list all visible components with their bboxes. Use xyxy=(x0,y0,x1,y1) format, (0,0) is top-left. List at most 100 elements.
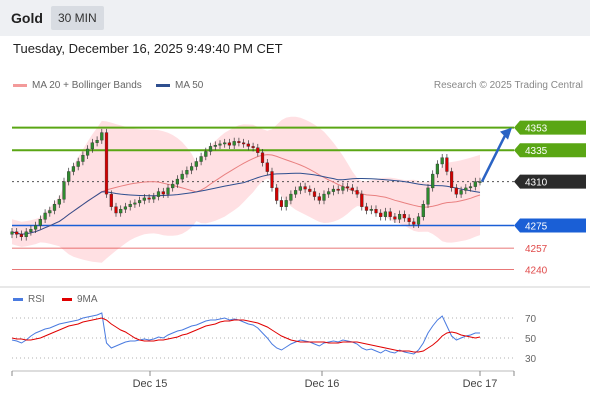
candle-body xyxy=(383,211,387,217)
candle xyxy=(360,190,364,211)
candle xyxy=(199,152,203,166)
candle xyxy=(128,200,132,211)
candle xyxy=(459,186,463,198)
candle-body xyxy=(199,156,203,162)
level-tag-4335: 4335 xyxy=(514,143,586,158)
candle-body xyxy=(67,171,71,182)
rsi-tick-70: 70 xyxy=(525,314,537,325)
candle-body xyxy=(421,203,425,217)
candle xyxy=(279,196,283,211)
candle-body xyxy=(189,166,194,171)
candle-body xyxy=(350,187,354,191)
candle-body xyxy=(38,218,42,226)
legend-ma20: MA 20 + Bollinger Bands xyxy=(13,80,142,91)
candle xyxy=(189,162,194,175)
candle xyxy=(435,160,439,178)
candle-body xyxy=(48,210,52,214)
candle xyxy=(194,157,198,171)
level-label-4335: 4335 xyxy=(525,146,548,157)
candle xyxy=(256,143,260,157)
candle xyxy=(421,200,425,221)
candle xyxy=(251,142,255,152)
candle xyxy=(336,185,340,195)
candle xyxy=(308,185,312,196)
candle-body xyxy=(237,141,241,143)
candle-body xyxy=(194,161,198,167)
candle xyxy=(204,147,208,161)
candle xyxy=(388,207,392,221)
candle-body xyxy=(454,187,458,195)
candle-body xyxy=(119,208,123,214)
ma50-line xyxy=(11,172,481,235)
level-label-4257: 4257 xyxy=(525,244,548,255)
bollinger-band xyxy=(12,116,480,263)
candle xyxy=(85,145,90,159)
legend-label-9ma: 9MA xyxy=(77,294,98,305)
candle-body xyxy=(289,193,293,201)
candle-body xyxy=(275,187,279,201)
candle-body xyxy=(123,206,127,210)
candle xyxy=(393,213,397,223)
candle-body xyxy=(180,173,184,180)
projection-arrow xyxy=(480,133,508,183)
candle-body xyxy=(137,200,142,204)
candle-body xyxy=(57,198,61,205)
candle xyxy=(398,210,402,223)
level-label-4310: 4310 xyxy=(525,178,548,189)
candle-body xyxy=(431,173,435,189)
level-tag-4275: 4275 xyxy=(514,218,586,233)
candle-body xyxy=(90,142,94,150)
candle-body xyxy=(260,152,265,163)
level-tag-4353: 4353 xyxy=(514,120,586,135)
candle-body xyxy=(223,142,227,145)
candle xyxy=(246,140,250,151)
candle-body xyxy=(81,154,85,162)
candle xyxy=(440,154,444,168)
candle-body xyxy=(71,166,75,172)
candle-body xyxy=(161,191,165,195)
candle xyxy=(284,196,288,211)
candle-body xyxy=(369,208,373,211)
candle xyxy=(237,137,241,147)
candle-body xyxy=(412,221,416,225)
candle-body xyxy=(398,213,402,220)
level-tag-4310: 4310 xyxy=(514,174,586,189)
timeframe-button[interactable]: 30 MIN xyxy=(51,6,104,30)
candle xyxy=(407,214,411,226)
candle-body xyxy=(265,162,269,172)
candle-body xyxy=(175,178,179,185)
candle-body xyxy=(407,217,411,222)
candle-body xyxy=(360,193,364,207)
candle xyxy=(454,184,458,198)
candle-body xyxy=(426,187,430,205)
candle-body xyxy=(152,196,156,200)
candle-body xyxy=(284,200,288,207)
candle xyxy=(166,184,170,198)
candle-body xyxy=(171,183,175,189)
legend-swatch-9ma xyxy=(62,297,72,301)
candle-body xyxy=(402,213,406,219)
candle xyxy=(478,177,482,186)
credit-text: Research © 2025 Trading Central xyxy=(433,80,583,91)
level-tag-bg-4310 xyxy=(514,174,586,189)
x-tick-label: Dec 15 xyxy=(133,378,168,390)
candle-body xyxy=(346,186,350,189)
legend-swatch-rsi xyxy=(13,297,23,301)
x-tick-label: Dec 17 xyxy=(463,378,498,390)
candle xyxy=(171,180,175,192)
level-label-4275: 4275 xyxy=(525,222,548,233)
candle-body xyxy=(440,157,444,165)
candle xyxy=(156,187,161,201)
candle-body xyxy=(388,211,392,217)
candle-body xyxy=(156,191,161,197)
candle xyxy=(369,205,373,215)
candle-body xyxy=(450,171,454,188)
candle xyxy=(15,228,19,239)
rsi-ma-line xyxy=(11,317,481,353)
candle-body xyxy=(142,197,146,201)
legend-swatch-ma50 xyxy=(156,83,170,87)
candle-body xyxy=(317,196,321,201)
candle xyxy=(312,187,317,201)
candle xyxy=(71,162,75,176)
candle xyxy=(19,230,23,241)
